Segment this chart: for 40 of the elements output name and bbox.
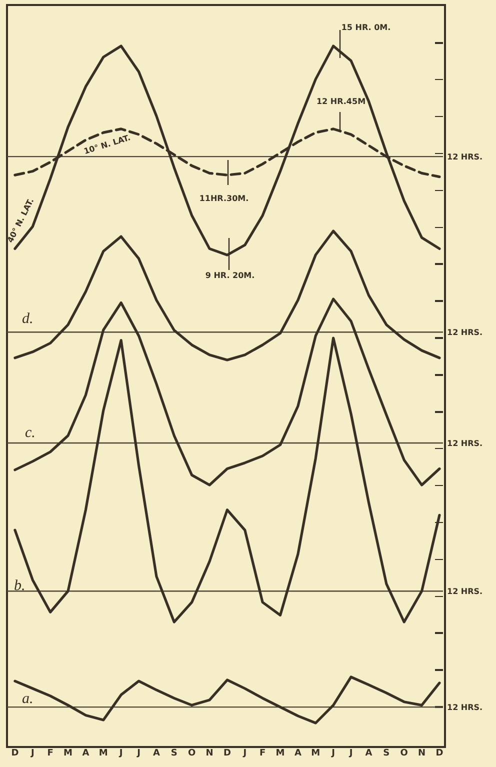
x-tick-label: M <box>311 748 320 759</box>
x-tick-label: A <box>152 748 160 759</box>
ref-line-label: 12 HRS. <box>447 439 483 448</box>
x-tick-label: M <box>64 748 73 759</box>
annotation: 11HR.30M. <box>199 194 249 203</box>
x-tick-label: A <box>294 748 302 759</box>
annotation: a. <box>22 691 34 707</box>
annotation: 12 HR.45M <box>316 97 366 106</box>
text: 15 HR. 0M. <box>341 23 391 32</box>
x-tick-label: A <box>365 748 372 759</box>
x-tick-label: J <box>118 748 123 759</box>
x-tick-label: J <box>348 748 353 759</box>
ref-line-label: 12 HRS. <box>447 152 483 162</box>
x-tick-label: J <box>30 748 34 759</box>
x-tick-label: O <box>188 748 196 759</box>
x-tick-label: S <box>383 748 390 759</box>
annotation: c. <box>25 425 36 441</box>
x-tick-label: N <box>418 748 426 759</box>
x-tick-label: D <box>436 748 444 759</box>
ref-line-label: 12 HRS. <box>447 703 483 712</box>
annotation: b. <box>14 578 26 594</box>
text: 10° N. LAT. <box>82 133 132 156</box>
text: 40° N. LAT. <box>6 196 36 244</box>
x-tick-label: J <box>136 748 140 759</box>
x-tick-label: F <box>47 748 54 759</box>
x-tick-label: J <box>330 748 336 759</box>
annotation: 9 HR. 20M. <box>205 271 255 280</box>
ref-line-label: 12 HRS. <box>447 328 483 338</box>
x-tick-label: M <box>98 748 108 759</box>
x-tick-label: N <box>206 748 214 759</box>
x-tick-label: D <box>223 748 231 759</box>
x-tick-label: A <box>82 748 90 759</box>
x-tick-label: J <box>242 748 247 759</box>
x-tick-label: M <box>276 748 285 759</box>
x-tick-label: F <box>260 748 266 759</box>
ref-line-label: 12 HRS. <box>447 587 483 596</box>
annotation: d. <box>22 311 34 327</box>
x-tick-label: O <box>400 748 408 759</box>
x-tick-label: S <box>170 748 178 759</box>
x-tick-label: D <box>11 748 19 759</box>
